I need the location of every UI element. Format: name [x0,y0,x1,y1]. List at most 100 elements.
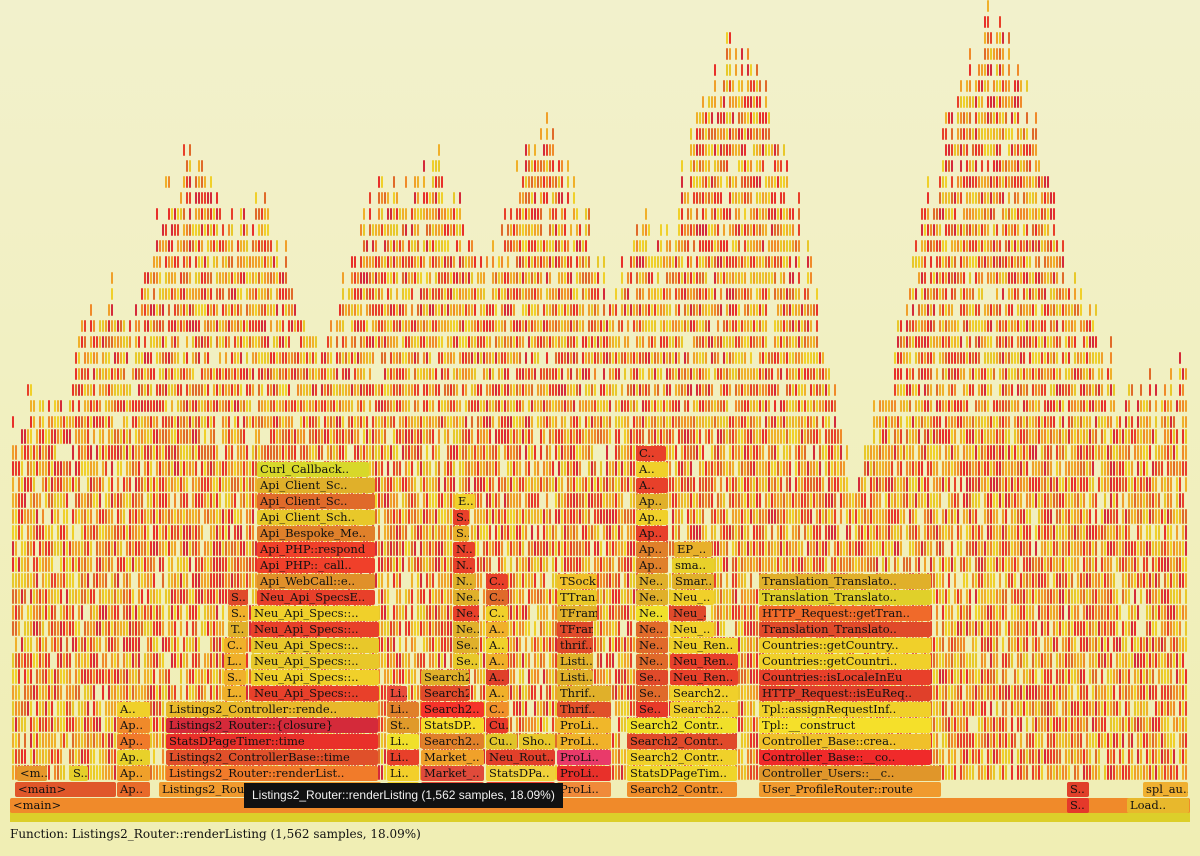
stack-sliver[interactable] [90,717,92,732]
stack-sliver[interactable] [135,493,137,508]
stack-sliver[interactable] [24,541,26,556]
stack-sliver[interactable] [168,541,170,556]
stack-sliver[interactable] [120,400,122,412]
stack-sliver[interactable] [180,589,182,604]
stack-sliver[interactable] [177,208,179,220]
stack-sliver[interactable] [186,416,188,428]
stack-sliver[interactable] [144,477,146,492]
stack-sliver[interactable] [162,717,164,732]
stack-sliver[interactable] [30,685,32,700]
stack-sliver[interactable] [75,589,77,604]
stack-sliver[interactable] [135,429,137,444]
stack-sliver[interactable] [168,272,170,284]
stack-sliver[interactable] [21,605,23,620]
stack-sliver[interactable] [39,749,41,764]
stack-sliver[interactable] [96,477,98,492]
stack-sliver[interactable] [72,733,74,748]
stack-sliver[interactable] [162,765,164,780]
stack-sliver[interactable] [90,605,92,620]
stack-sliver[interactable] [195,669,197,684]
stack-sliver[interactable] [99,669,101,684]
stack-sliver[interactable] [162,493,164,508]
stack-sliver[interactable] [177,605,179,620]
stack-sliver[interactable] [39,589,41,604]
stack-sliver[interactable] [81,701,83,716]
stack-sliver[interactable] [87,525,89,540]
stack-sliver[interactable] [12,701,14,716]
stack-sliver[interactable] [147,637,149,652]
stack-sliver[interactable] [168,352,170,364]
stack-sliver[interactable] [69,416,71,428]
stack-sliver[interactable] [45,605,47,620]
stack-sliver[interactable] [159,272,161,284]
stack-sliver[interactable] [123,320,125,332]
stack-sliver[interactable] [102,605,104,620]
stack-sliver[interactable] [162,701,164,716]
stack-sliver[interactable] [90,749,92,764]
stack-sliver[interactable] [126,589,128,604]
stack-sliver[interactable] [168,605,170,620]
stack-sliver[interactable] [183,400,185,412]
stack-sliver[interactable] [81,669,83,684]
stack-sliver[interactable] [180,240,182,252]
stack-sliver[interactable] [183,557,185,572]
stack-sliver[interactable] [135,416,137,428]
stack-sliver[interactable] [129,400,131,412]
stack-sliver[interactable] [63,461,65,476]
stack-sliver[interactable] [189,605,191,620]
stack-sliver[interactable] [183,445,185,460]
stack-sliver[interactable] [33,416,35,428]
stack-sliver[interactable] [183,493,185,508]
stack-sliver[interactable] [81,493,83,508]
stack-sliver[interactable] [132,493,134,508]
stack-sliver[interactable] [42,637,44,652]
stack-sliver[interactable] [162,304,164,316]
stack-sliver[interactable] [36,605,38,620]
stack-sliver[interactable] [78,717,80,732]
stack-sliver[interactable] [69,477,71,492]
stack-sliver[interactable] [90,320,92,332]
stack-sliver[interactable] [36,525,38,540]
stack-sliver[interactable] [87,461,89,476]
stack-sliver[interactable] [57,621,59,636]
stack-sliver[interactable] [156,605,158,620]
stack-sliver[interactable] [162,384,164,396]
stack-sliver[interactable] [123,416,125,428]
stack-sliver[interactable] [69,573,71,588]
stack-sliver[interactable] [36,637,38,652]
stack-sliver[interactable] [165,429,167,444]
stack-sliver[interactable] [159,429,161,444]
stack-sliver[interactable] [111,589,113,604]
stack-sliver[interactable] [117,669,119,684]
stack-sliver[interactable] [72,749,74,764]
stack-sliver[interactable] [102,509,104,524]
stack-sliver[interactable] [108,416,110,428]
stack-sliver[interactable] [171,416,173,428]
stack-sliver[interactable] [156,416,158,428]
stack-sliver[interactable] [105,701,107,716]
stack-sliver[interactable] [111,336,113,348]
stack-sliver[interactable] [189,669,191,684]
stack-sliver[interactable] [141,541,143,556]
stack-sliver[interactable] [171,477,173,492]
stack-sliver[interactable] [192,416,194,428]
stack-sliver[interactable] [111,765,113,780]
stack-sliver[interactable] [33,400,35,412]
stack-sliver[interactable] [138,573,140,588]
stack-sliver[interactable] [99,717,101,732]
stack-sliver[interactable] [27,461,29,476]
stack-sliver[interactable] [147,653,149,668]
stack-sliver[interactable] [195,653,197,668]
stack-sliver[interactable] [105,336,107,348]
stack-sliver[interactable] [33,573,35,588]
stack-sliver[interactable] [183,653,185,668]
stack-sliver[interactable] [102,352,104,364]
stack-sliver[interactable] [111,445,113,460]
stack-sliver[interactable] [126,400,128,412]
stack-sliver[interactable] [114,733,116,748]
stack-sliver[interactable] [30,477,32,492]
stack-sliver[interactable] [138,653,140,668]
stack-sliver[interactable] [60,765,62,780]
stack-sliver[interactable] [21,589,23,604]
stack-sliver[interactable] [117,384,119,396]
